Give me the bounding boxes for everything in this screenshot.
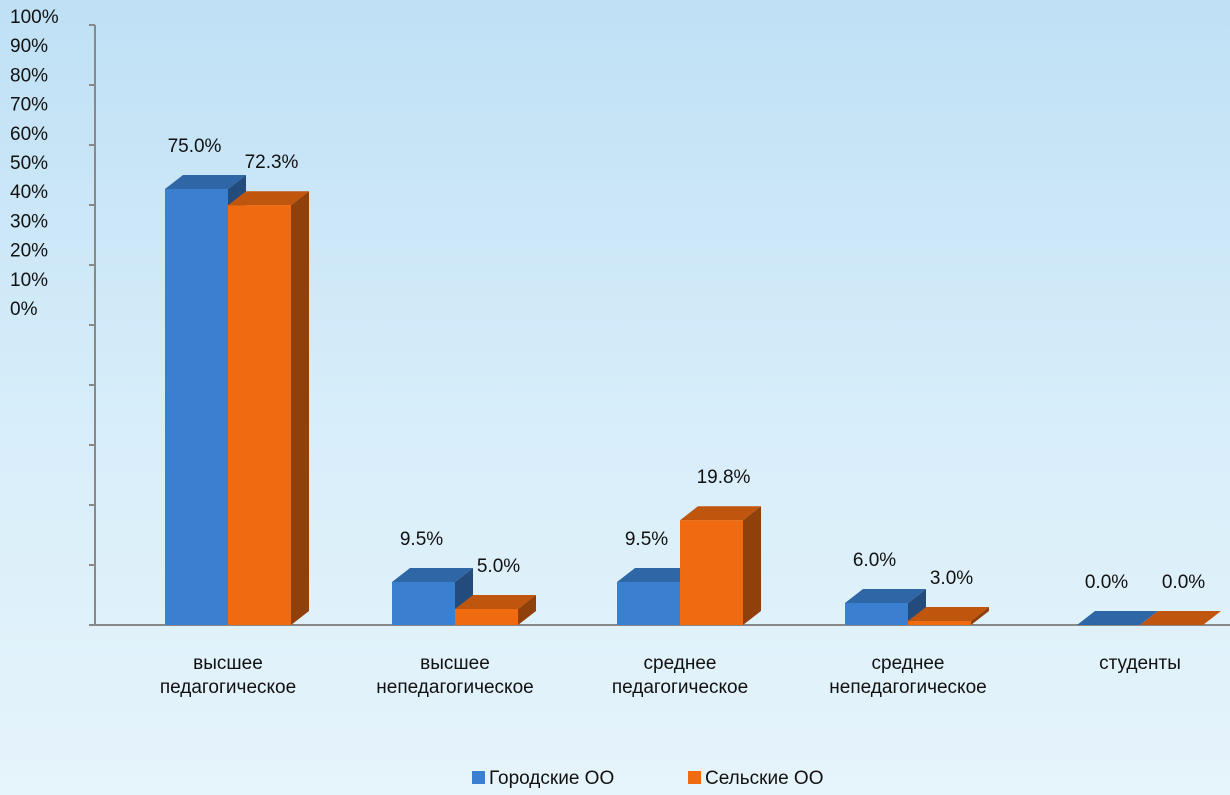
y-tick-label: 60% bbox=[10, 124, 48, 145]
bar-top bbox=[617, 568, 698, 582]
x-tick-label: среднее непедагогическое bbox=[829, 653, 987, 698]
bar bbox=[680, 520, 743, 625]
legend-label: Городские ОО bbox=[489, 768, 614, 789]
bar-side bbox=[971, 607, 989, 625]
bar-side bbox=[743, 506, 761, 625]
data-label: 9.5% bbox=[625, 529, 668, 550]
bar-top bbox=[455, 595, 536, 609]
y-tick-label: 70% bbox=[10, 95, 48, 116]
bar bbox=[165, 189, 228, 625]
legend-label: Сельские ОО bbox=[705, 768, 823, 789]
bar-top bbox=[680, 506, 761, 521]
bar bbox=[455, 609, 518, 625]
bar-side bbox=[518, 595, 536, 625]
x-tick-label: высшее педагогическое bbox=[159, 653, 297, 698]
bar bbox=[617, 582, 680, 625]
bar bbox=[392, 582, 455, 625]
bar-top bbox=[392, 568, 473, 582]
bar-top bbox=[845, 589, 926, 603]
y-tick-label: 40% bbox=[10, 182, 48, 203]
x-tick-label: студенты bbox=[1099, 653, 1181, 674]
bar-top bbox=[165, 175, 246, 189]
bar bbox=[845, 603, 908, 625]
data-label: 19.8% bbox=[697, 467, 751, 488]
bar-top bbox=[1077, 611, 1158, 625]
bar-side bbox=[908, 589, 926, 625]
x-tick-label: среднее педагогическое bbox=[611, 653, 749, 698]
bar-side bbox=[291, 191, 309, 625]
bar bbox=[228, 205, 291, 625]
y-tick-label: 30% bbox=[10, 211, 48, 232]
y-tick-label: 0% bbox=[10, 299, 38, 320]
data-label: 3.0% bbox=[930, 568, 973, 589]
legend-swatch bbox=[688, 771, 701, 784]
data-label: 6.0% bbox=[853, 550, 896, 571]
y-tick-label: 10% bbox=[10, 270, 48, 291]
legend-swatch bbox=[472, 771, 485, 784]
data-label: 75.0% bbox=[168, 136, 222, 157]
data-label: 72.3% bbox=[245, 152, 299, 173]
y-tick-label: 50% bbox=[10, 153, 48, 174]
y-tick-label: 90% bbox=[10, 36, 48, 57]
bar-top bbox=[228, 191, 309, 206]
x-tick-label: высшее непедагогическое bbox=[376, 653, 534, 698]
y-tick-label: 80% bbox=[10, 65, 48, 86]
bar-top bbox=[908, 607, 989, 621]
data-label: 9.5% bbox=[400, 529, 443, 550]
bar bbox=[908, 621, 971, 625]
data-label: 5.0% bbox=[477, 556, 520, 577]
data-label: 0.0% bbox=[1162, 572, 1205, 593]
bar-top bbox=[1140, 611, 1221, 625]
y-tick-label: 20% bbox=[10, 241, 48, 262]
data-label: 0.0% bbox=[1085, 572, 1128, 593]
y-tick-label: 100% bbox=[10, 7, 59, 28]
